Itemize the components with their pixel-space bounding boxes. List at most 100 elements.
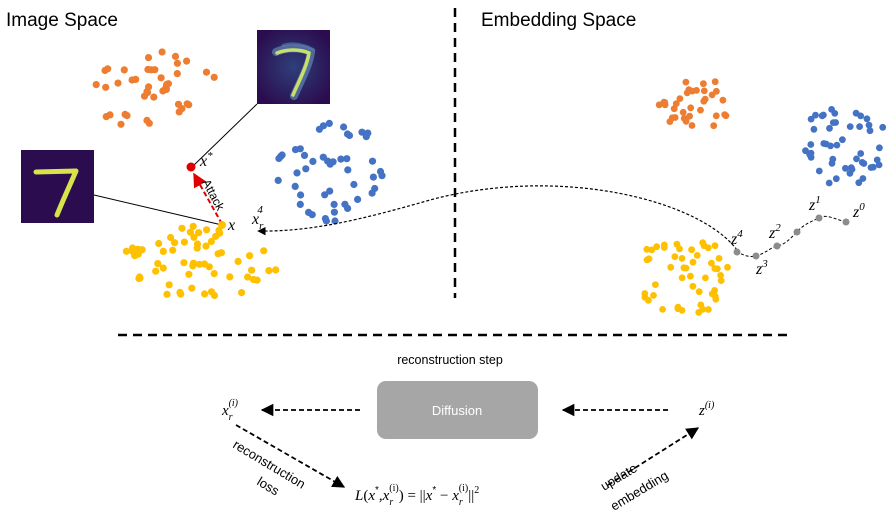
scatter-point bbox=[846, 123, 854, 130]
scatter-point bbox=[702, 274, 709, 282]
loss-arrow bbox=[235, 424, 346, 488]
scatter-point bbox=[829, 155, 837, 163]
scatter-point bbox=[104, 65, 112, 73]
scatter-point bbox=[670, 105, 678, 113]
z-i-label: z(i) bbox=[698, 400, 715, 419]
scatter-point bbox=[833, 141, 841, 149]
scatter-point bbox=[807, 141, 815, 148]
embedding-cluster-blue bbox=[802, 106, 886, 187]
scatter-point bbox=[193, 244, 201, 252]
scatter-point bbox=[676, 245, 683, 253]
scatter-point bbox=[162, 85, 170, 93]
scatter-point bbox=[165, 281, 173, 289]
scatter-point bbox=[326, 187, 334, 195]
scatter-point bbox=[150, 93, 158, 101]
embedding-cluster-orange bbox=[655, 78, 730, 130]
adversarial-point bbox=[186, 162, 196, 172]
scatter-point bbox=[857, 150, 865, 157]
scatter-point bbox=[643, 245, 651, 253]
scatter-point bbox=[358, 128, 366, 136]
scatter-point bbox=[839, 136, 846, 144]
scatter-point bbox=[722, 112, 730, 120]
scatter-point bbox=[128, 76, 136, 84]
diffusion-box bbox=[377, 381, 538, 439]
scatter-point bbox=[330, 208, 338, 216]
scatter-point bbox=[829, 119, 837, 126]
scatter-point bbox=[711, 242, 719, 250]
scatter-point bbox=[713, 265, 721, 273]
scatter-point bbox=[155, 239, 163, 248]
z3-point bbox=[773, 242, 781, 250]
scatter-point bbox=[369, 173, 377, 181]
scatter-point bbox=[244, 273, 252, 281]
image-cluster-orange bbox=[92, 48, 218, 128]
scatter-point bbox=[171, 52, 180, 61]
z2-label: z2 bbox=[768, 222, 781, 242]
scatter-point bbox=[186, 228, 194, 236]
scatter-point bbox=[176, 288, 184, 296]
scatter-point bbox=[275, 154, 283, 163]
scatter-point bbox=[291, 182, 299, 190]
scatter-point bbox=[183, 57, 191, 65]
scatter-point bbox=[676, 95, 684, 102]
scatter-point bbox=[195, 229, 203, 237]
z1-point bbox=[815, 214, 823, 222]
scatter-point bbox=[173, 59, 181, 67]
scatter-point bbox=[102, 113, 110, 121]
scatter-point bbox=[132, 246, 141, 254]
scatter-point bbox=[145, 83, 153, 91]
scatter-point bbox=[680, 264, 688, 272]
scatter-point bbox=[163, 290, 171, 298]
scatter-point bbox=[195, 260, 204, 268]
scatter-point bbox=[678, 307, 686, 314]
original-image-connector bbox=[93, 194, 223, 226]
scatter-point bbox=[169, 246, 177, 254]
scatter-point bbox=[671, 253, 679, 261]
scatter-point bbox=[700, 242, 708, 250]
scatter-point bbox=[272, 266, 280, 274]
scatter-point bbox=[687, 104, 695, 112]
scatter-point bbox=[847, 164, 855, 172]
embedding-space-title: Embedding Space bbox=[481, 10, 636, 31]
scatter-point bbox=[185, 270, 193, 278]
scatter-point bbox=[238, 289, 246, 297]
z2-point bbox=[793, 228, 801, 236]
scatter-point bbox=[189, 259, 198, 267]
scatter-point bbox=[340, 123, 348, 131]
scatter-point bbox=[715, 255, 723, 262]
scatter-point bbox=[827, 142, 834, 150]
scatter-point bbox=[274, 176, 282, 184]
scatter-point bbox=[341, 200, 349, 208]
z1-label: z1 bbox=[808, 194, 821, 214]
scatter-point bbox=[114, 79, 122, 87]
scatter-point bbox=[321, 191, 329, 199]
update-arrow bbox=[607, 427, 700, 486]
scatter-point bbox=[207, 237, 215, 246]
scatter-point bbox=[120, 66, 128, 74]
scatter-point bbox=[178, 105, 186, 113]
scatter-point bbox=[689, 258, 697, 266]
scatter-point bbox=[368, 157, 377, 165]
scatter-point bbox=[652, 281, 659, 288]
scatter-point bbox=[152, 267, 160, 275]
scatter-point bbox=[265, 267, 273, 275]
scatter-point bbox=[875, 161, 883, 169]
scatter-point bbox=[679, 108, 687, 116]
scatter-point bbox=[158, 48, 166, 56]
scatter-point bbox=[297, 191, 305, 199]
scatter-point bbox=[145, 119, 153, 127]
scatter-point bbox=[201, 290, 209, 298]
scatter-point bbox=[234, 257, 242, 265]
scatter-point bbox=[648, 246, 656, 254]
scatter-point bbox=[711, 78, 719, 86]
scatter-point bbox=[350, 180, 358, 189]
scatter-point bbox=[683, 89, 691, 97]
scatter-point bbox=[688, 246, 695, 254]
scatter-point bbox=[852, 109, 860, 117]
scatter-point bbox=[337, 155, 345, 163]
scatter-point bbox=[210, 73, 218, 81]
scatter-point bbox=[807, 153, 815, 161]
scatter-point bbox=[700, 80, 707, 88]
scatter-point bbox=[879, 123, 886, 131]
scatter-point bbox=[138, 246, 146, 254]
